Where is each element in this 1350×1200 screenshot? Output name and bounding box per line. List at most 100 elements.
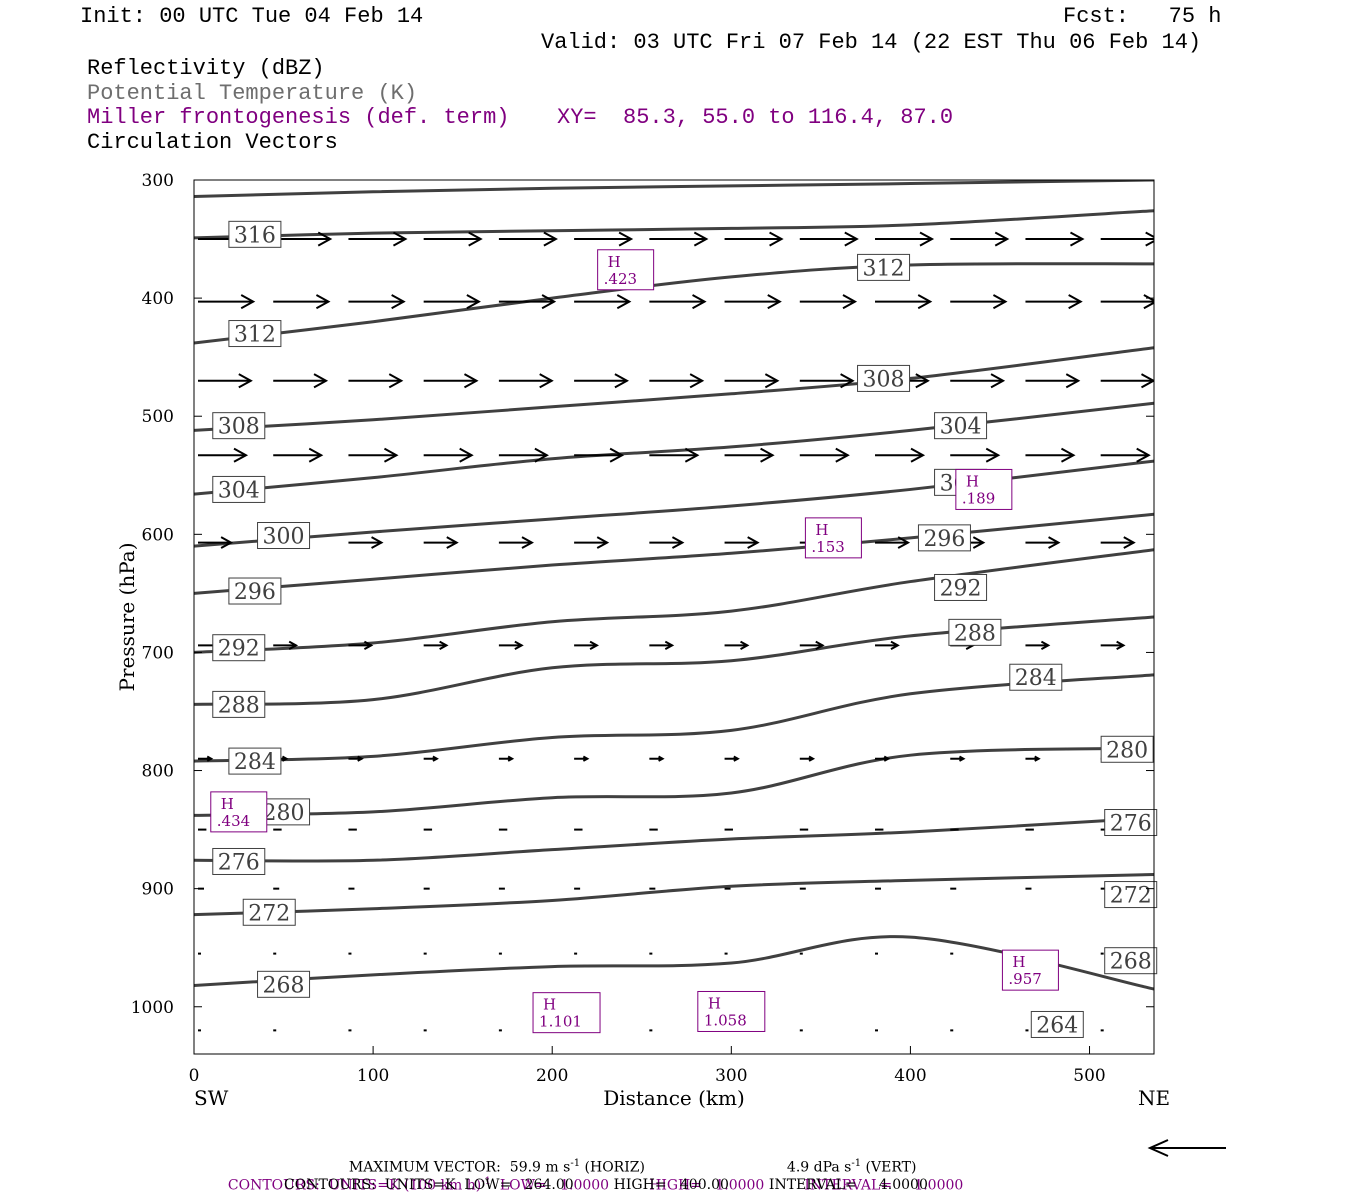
circulation-vector [273,294,331,310]
theta-label-box [1104,947,1158,975]
circulation-vector-head [589,640,599,650]
theta-label: 304 [934,412,988,440]
theta-label-text: 288 [218,693,260,718]
theta-label-box [228,320,282,348]
circulation-vector-head [808,755,816,762]
circulation-vector [799,447,850,463]
circulation-vector-head [910,447,926,463]
circulation-vector-head [281,755,289,762]
theta-label-text: 268 [263,973,305,998]
circulation-vector [875,447,926,463]
circulation-vector [198,755,214,762]
theta-label-box [212,847,266,875]
circulation-vector [498,755,515,762]
frontogenesis-box [697,990,766,1032]
circulation-vector [574,536,610,549]
theta-label: 316 [228,220,282,248]
circulation-vector [1100,536,1136,549]
max-vector-vert-line: 4.9 dPa s-1 (VERT) [778,1140,917,1176]
circulation-vector [348,640,374,650]
circulation-vector [423,536,459,549]
circulation-vector-head [890,640,900,650]
contours-frontogenesis-a: CONTOURS: UNITS=K (100 km h) [227,1177,482,1194]
circulation-vector-head [308,447,324,463]
theta-label-box [212,475,266,503]
circulation-vector [1025,755,1041,762]
circulation-vector-head [539,373,554,389]
circulation-vector [724,755,740,762]
max-vector-vert-sup: -1 [851,1158,862,1169]
valid-time: Valid: 03 UTC Fri 07 Feb 14 (22 EST Thu … [541,30,1202,55]
theta-label: 288 [212,690,266,718]
circulation-vector [875,536,911,549]
frontogenesis-maximum: H.153 [804,517,862,559]
circulation-vector-head [915,373,930,389]
circulation-vector [498,231,558,247]
circulation-vector [423,373,479,389]
circulation-vector-head [317,231,333,247]
circulation-vector [799,640,825,650]
theta-label-text: 272 [1110,884,1152,909]
y-tick-label: 300 [142,171,174,191]
init-time: Init: 00 UTC Tue 04 Feb 14 [80,4,424,29]
frontogenesis-box [1001,949,1059,991]
x-tick-label: 300 [715,1066,747,1086]
frontogenesis-high-marker: H [1012,953,1025,971]
y-tick-label: 800 [142,762,174,782]
circulation-vector [348,294,406,310]
circulation-vector-head [371,536,384,549]
plot-frame [193,179,1155,1055]
circulation-vector-head [840,373,855,389]
circulation-vector-head [664,640,675,650]
circulation-vector [498,640,524,650]
theta-label-text: 280 [1106,738,1148,763]
theta-label-text: 316 [234,223,276,248]
frontogenesis-value: .153 [811,538,844,556]
circulation-vector-head [883,755,891,762]
max-vector-horiz-sup: -1 [570,1158,581,1169]
frontogenesis-high-marker: H [966,472,979,490]
theta-label-text: 280 [263,801,305,826]
theta-contour-284 [194,615,1154,706]
frontogenesis-high-marker: H [608,253,621,271]
theta-label-box [1100,735,1154,763]
y-tick-label: 400 [142,289,174,309]
theta-label-text: 284 [234,750,276,775]
theta-label-box [242,898,296,926]
circulation-vector [799,373,855,389]
circulation-vector [348,447,399,463]
circulation-vector-head [747,536,760,549]
circulation-vector-head [388,373,404,389]
theta-label-text: 264 [1036,1013,1078,1038]
theta-label-box [917,524,971,552]
circulation-vector-head [1040,640,1051,650]
frontogenesis-box [955,468,1013,510]
circulation-vector-head [1116,640,1126,650]
theta-label-box [1030,1010,1084,1038]
theta-label-text: 268 [1110,950,1152,975]
theta-label: 296 [917,524,971,552]
circulation-vector-head [764,373,780,389]
field-circulation-vectors: Circulation Vectors [87,130,338,155]
circulation-vector [423,231,483,247]
circulation-vector-head [1145,231,1154,247]
circulation-vector [423,294,481,310]
theta-label-box [948,618,1002,646]
circulation-vector [649,755,665,762]
circulation-vector-head [446,536,459,549]
circulation-vector-head [990,373,1006,389]
circulation-vector-head [684,447,700,463]
x-right-end-label: NE [1138,1086,1170,1110]
frontogenesis-value: .189 [962,489,995,507]
circulation-vector [498,294,557,310]
theta-label-text: 296 [923,527,965,552]
circulation-vector-head [692,294,707,310]
circulation-vector [950,373,1006,389]
forecast-hour: Fcst: 75 h [1063,4,1222,29]
theta-label-box [257,522,311,550]
circulation-vector-head [1034,755,1041,762]
theta-label: 276 [212,847,266,875]
circulation-vector-head [919,231,935,247]
x-tick-label: 400 [894,1066,926,1086]
